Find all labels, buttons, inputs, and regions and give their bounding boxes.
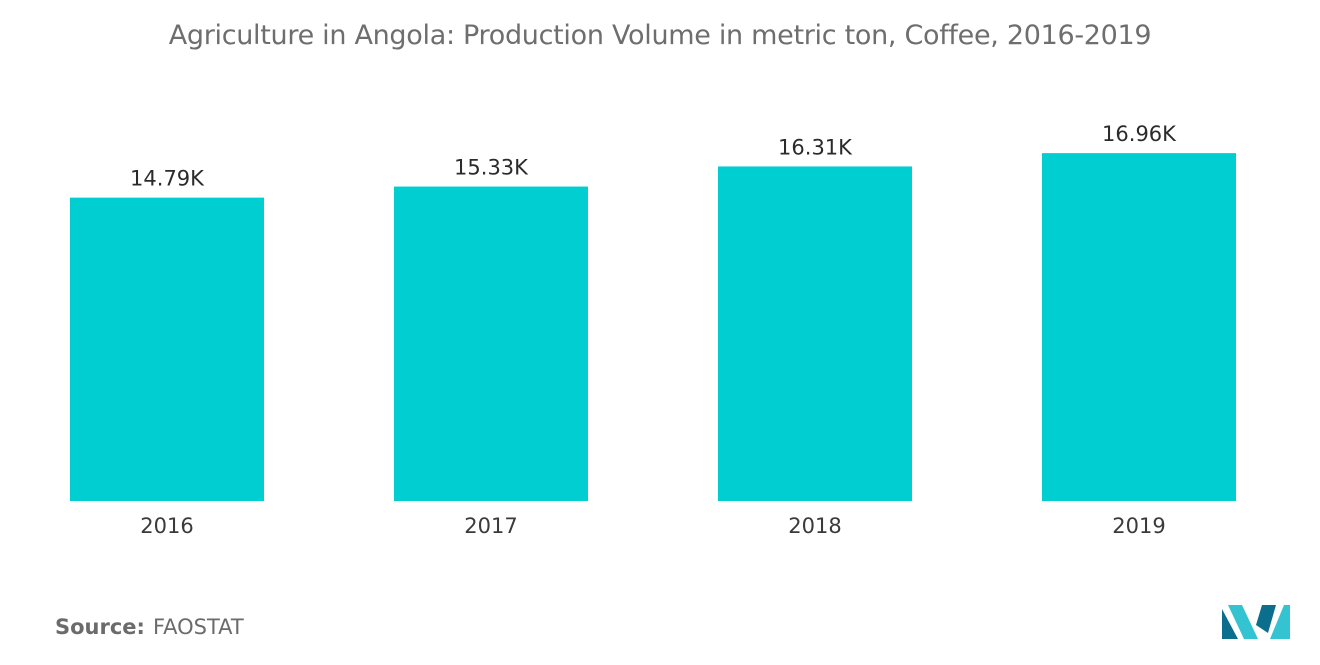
- mordor-intelligence-logo-icon: [1222, 603, 1292, 645]
- x-tick-label-2016: 2016: [140, 514, 193, 538]
- x-tick-label-2018: 2018: [788, 514, 841, 538]
- logo-shape-4: [1270, 605, 1290, 639]
- data-label-2017: 15.33K: [454, 156, 529, 180]
- bar-2016: [70, 197, 264, 501]
- logo-shape-1: [1222, 609, 1238, 639]
- source-value: FAOSTAT: [152, 615, 244, 639]
- bar-2019: [1042, 153, 1236, 501]
- logo-shape-2: [1228, 605, 1258, 639]
- bar-chart: 14.79K 2016 15.33K 2017 16.31K 2018 16.96K 2019: [70, 122, 1236, 538]
- source-label: Source:: [55, 615, 145, 639]
- source-note: Source: FAOSTAT: [55, 615, 244, 639]
- data-label-2018: 16.31K: [778, 135, 853, 159]
- logo-shape-3: [1256, 605, 1276, 633]
- chart-title: Agriculture in Angola: Production Volume…: [168, 20, 1152, 51]
- data-label-2016: 14.79K: [130, 167, 205, 191]
- bar-2017: [394, 186, 588, 501]
- x-tick-label-2017: 2017: [464, 514, 517, 538]
- data-label-2019: 16.96K: [1102, 122, 1177, 146]
- bar-2018: [718, 166, 912, 501]
- x-tick-label-2019: 2019: [1112, 514, 1165, 538]
